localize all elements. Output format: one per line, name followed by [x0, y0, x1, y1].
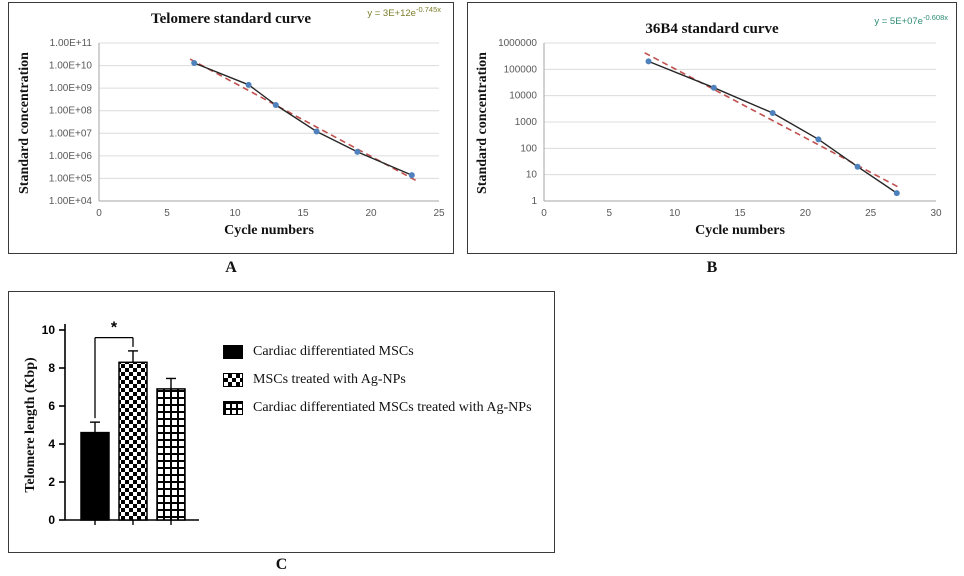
x-tick-label: 25	[865, 208, 877, 219]
panel-a-letter: A	[225, 259, 237, 276]
x-tick-label: 10	[229, 208, 241, 219]
chart-b-title: 36B4 standard curve	[645, 21, 779, 37]
x-tick-label: 5	[607, 208, 613, 219]
panel-c-letter: C	[275, 556, 288, 573]
trendline	[644, 52, 902, 189]
x-tick-label: 15	[734, 208, 746, 219]
data-point	[815, 136, 822, 143]
y-tick-label: 8	[48, 361, 55, 375]
x-tick-label: 15	[297, 208, 309, 219]
x-tick-label: 0	[96, 208, 102, 219]
y-tick-label: 4	[48, 437, 55, 451]
data-point	[272, 101, 279, 108]
y-tick-label: 1	[531, 196, 537, 207]
x-tick-label: 20	[800, 208, 812, 219]
y-tick-label: 1.00E+11	[50, 38, 93, 49]
x-tick-label: 10	[669, 208, 681, 219]
y-tick-label: 100	[520, 143, 537, 154]
y-tick-label: 6	[48, 399, 55, 413]
y-tick-label: 2	[48, 475, 55, 489]
legend-swatch-checker-icon	[223, 373, 243, 387]
y-tick-label: 10	[526, 170, 538, 181]
data-line	[648, 60, 898, 194]
x-tick-label: 0	[541, 208, 547, 219]
y-tick-label: 100000	[504, 64, 538, 75]
data-point	[408, 172, 415, 179]
chart-a-title: Telomere standard curve	[151, 11, 311, 27]
panel-c: Telomere length (Kbp) 0 2 4 6 8 10 * Cardiac d…	[8, 291, 555, 553]
legend-swatch-solid-icon	[223, 345, 243, 359]
bar	[80, 431, 110, 521]
x-tick-label: 5	[164, 208, 170, 219]
y-tick-label: 1.00E+10	[49, 61, 93, 72]
legend-item-grid: Cardiac differentiated MSCs treated with…	[223, 400, 532, 416]
y-tick-label: 10000	[509, 91, 537, 102]
chart-b-equation: y = 5E+07e-0.608x	[874, 13, 948, 27]
data-point	[854, 163, 861, 170]
legend-label-checker: MSCs treated with Ag-NPs	[253, 372, 406, 387]
y-tick-label: 1.00E+06	[49, 151, 93, 162]
chart-c-legend: Cardiac differentiated MSCs MSCs treated…	[223, 344, 532, 416]
data-point	[710, 84, 717, 91]
data-point	[354, 148, 361, 155]
chart-a-x-axis-label: Cycle numbers	[224, 223, 314, 238]
y-tick-label: 1000	[515, 117, 538, 128]
x-tick-label: 25	[433, 208, 445, 219]
data-point	[645, 58, 652, 65]
legend-item-solid: Cardiac differentiated MSCs	[223, 344, 532, 360]
data-point	[191, 59, 198, 66]
data-line	[193, 62, 413, 176]
chart-b-equation-base: y = 5E+07e	[874, 16, 923, 28]
chart-b-plot-area: 1 10 100 1000 10000 100000 1000000 0 5 10 15 20 25 30	[498, 38, 942, 219]
bar	[118, 361, 148, 521]
y-tick-label: 10	[42, 323, 56, 337]
legend-swatch-grid-icon	[223, 401, 243, 415]
chart-c-plot-area: 0 2 4 6 8 10 *	[42, 320, 199, 527]
chart-b-x-axis-label: Cycle numbers	[695, 223, 785, 238]
data-point	[313, 128, 320, 135]
legend-label-solid: Cardiac differentiated MSCs	[253, 344, 414, 359]
x-tick-label: 20	[365, 208, 377, 219]
data-point	[769, 109, 776, 116]
data-point	[245, 81, 252, 88]
panel-b: 36B4 standard curve y = 5E+07e-0.608x St…	[467, 2, 957, 254]
panel-b-letter: B	[706, 259, 718, 276]
y-tick-label: 1.00E+08	[49, 106, 93, 117]
chart-a-plot-area: 1.00E+04 1.00E+05 1.00E+06 1.00E+07 1.00E+08…	[49, 38, 445, 219]
y-tick-label: 1.00E+09	[49, 83, 93, 94]
panel-a: Telomere standard curve y = 3E+12e-0.745…	[8, 2, 454, 254]
chart-a-equation-exponent: -0.745x	[415, 5, 441, 14]
legend-item-checker: MSCs treated with Ag-NPs	[223, 372, 532, 388]
y-tick-label: 1.00E+07	[49, 128, 93, 139]
significance-star: *	[111, 320, 118, 337]
x-tick-label: 30	[930, 208, 942, 219]
legend-label-grid: Cardiac differentiated MSCs treated with…	[253, 400, 532, 415]
chart-b-equation-exponent: -0.608x	[922, 13, 948, 22]
chart-a-equation: y = 3E+12e-0.745x	[367, 5, 441, 19]
data-point	[893, 190, 900, 197]
y-tick-label: 1.00E+05	[49, 173, 93, 184]
y-tick-label: 0	[48, 513, 55, 527]
chart-a-equation-base: y = 3E+12e	[367, 8, 416, 20]
y-tick-label: 1.00E+04	[49, 196, 93, 207]
bar	[156, 388, 186, 521]
y-tick-label: 1000000	[498, 38, 537, 49]
